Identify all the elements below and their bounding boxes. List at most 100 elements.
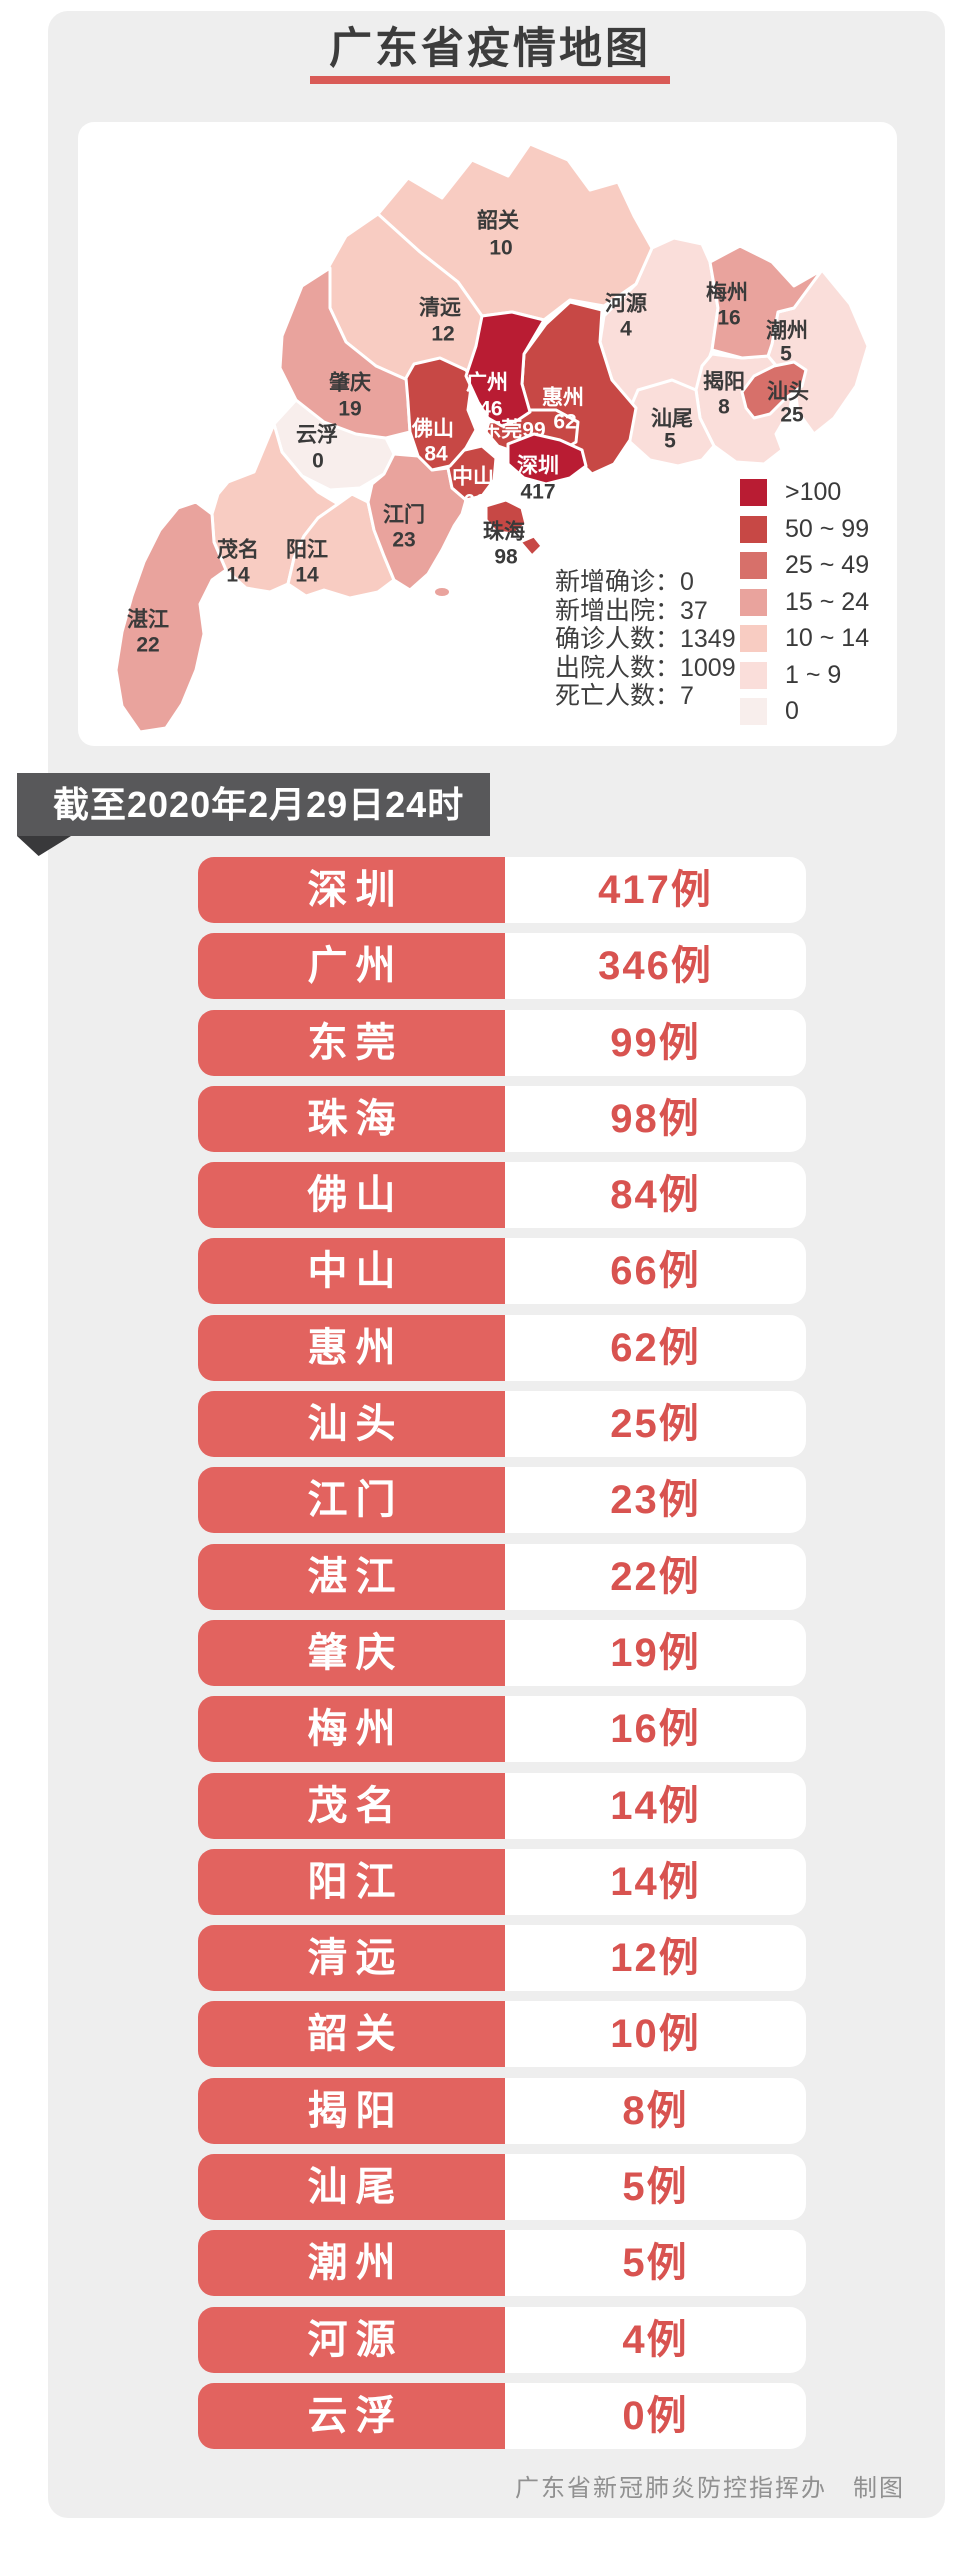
- case-count-cell: 16例: [505, 1696, 806, 1763]
- case-count-cell: 98例: [505, 1085, 806, 1152]
- city-cell: 江门: [198, 1467, 505, 1534]
- city-cell: 清远: [198, 1925, 505, 1992]
- city-cell: 河源: [198, 2306, 505, 2373]
- stat-line: 确诊人数：1349: [555, 625, 736, 654]
- region-label-chaozhou: 潮州: [766, 320, 808, 343]
- summary-stats: 新增确诊：0 新增出院：37 确诊人数：1349 出院人数：1009 死亡人数：7: [555, 568, 736, 711]
- city-cell: 湛江: [198, 1543, 505, 1610]
- legend-item: 50 ~ 99: [740, 514, 870, 543]
- region-label-zhongshan: 中山: [452, 466, 494, 489]
- city-cell: 揭阳: [198, 2077, 505, 2144]
- region-value-huizhou: 62: [553, 411, 576, 434]
- case-count-cell: 25例: [505, 1391, 806, 1458]
- region-label-foshan: 佛山: [411, 417, 454, 441]
- region-value-guangzhou: 346: [467, 398, 502, 421]
- table-row: 江门 23例: [198, 1467, 806, 1534]
- legend-item: >100: [740, 478, 869, 506]
- case-count-cell: 346例: [505, 933, 806, 1000]
- region-label-zhanjiang: 湛江: [127, 609, 169, 632]
- region-label-qingyuan: 清远: [419, 296, 461, 320]
- legend-swatch-icon: [740, 552, 767, 579]
- table-row: 深圳 417例: [198, 857, 806, 923]
- case-count-cell: 22例: [505, 1543, 806, 1610]
- legend-item: 10 ~ 14: [740, 624, 870, 652]
- region-shenzhen: [506, 432, 588, 486]
- region-value-meizhou: 16: [717, 307, 740, 330]
- region-zhanjiang: [114, 500, 228, 734]
- region-label-jiangmen: 江门: [383, 503, 425, 527]
- case-count-cell: 19例: [505, 1619, 806, 1686]
- table-row: 清远 12例: [198, 1925, 806, 1992]
- asof-date-banner: 截至2020年2月29日24时: [17, 773, 491, 836]
- region-zhuhai: [484, 498, 528, 536]
- legend-swatch-icon: [740, 698, 767, 725]
- region-value-shantou: 25: [780, 404, 804, 427]
- region-label-shanwei: 汕尾: [651, 408, 693, 431]
- legend-item: 0: [740, 697, 869, 725]
- city-case-table: 深圳 417例 广州 346例 东莞 99例 珠海 98例 佛山 84例 中山 66例 惠州 62例 汕头 2…: [198, 857, 806, 2459]
- region-label-huizhou: 惠州: [542, 387, 584, 410]
- case-count-cell: 0例: [505, 2382, 806, 2449]
- region-guangzhou: [464, 310, 546, 428]
- legend-label: 50 ~ 99: [785, 514, 870, 543]
- region-label-shaoguan: 韶关: [477, 209, 519, 233]
- page-title: 广东省疫情地图: [329, 25, 651, 73]
- legend-item: 25 ~ 49: [740, 551, 870, 579]
- table-row: 汕头 25例: [198, 1391, 806, 1458]
- city-cell: 佛山: [198, 1162, 505, 1229]
- region-value-foshan: 84: [424, 443, 448, 466]
- case-count-cell: 5例: [505, 2230, 806, 2297]
- islet: [435, 588, 449, 596]
- legend-swatch-icon: [740, 625, 767, 652]
- region-value-zhanjiang: 22: [136, 634, 159, 657]
- map-legend: >100 50 ~ 99 25 ~ 49 15 ~ 24 10 ~ 14 1 ~ 9 0: [740, 478, 870, 735]
- city-cell: 深圳: [198, 857, 505, 923]
- legend-label: 25 ~ 49: [785, 551, 870, 579]
- legend-item: 1 ~ 9: [740, 661, 869, 689]
- table-row: 阳江 14例: [198, 1848, 806, 1915]
- header: 广东省疫情地图: [0, 14, 980, 76]
- region-label-jieyang: 揭阳: [703, 370, 745, 394]
- city-cell: 惠州: [198, 1314, 505, 1381]
- legend-label: 10 ~ 14: [785, 624, 870, 652]
- case-count-cell: 417例: [505, 857, 806, 923]
- legend-item: 15 ~ 24: [740, 588, 869, 616]
- city-cell: 茂名: [198, 1772, 505, 1839]
- region-zhuhai: [518, 534, 544, 558]
- region-zhongshan: [446, 444, 498, 502]
- footer-credit: 广东省新冠肺炎防控指挥办 制图: [515, 2475, 905, 2502]
- stat-line: 出院人数：1009: [555, 653, 736, 682]
- table-row: 潮州 5例: [198, 2230, 806, 2297]
- city-cell: 潮州: [198, 2230, 505, 2297]
- table-row: 珠海 98例: [198, 1085, 806, 1152]
- legend-swatch-icon: [740, 479, 767, 506]
- table-row: 惠州 62例: [198, 1314, 806, 1381]
- city-cell: 肇庆: [198, 1619, 505, 1686]
- region-value-jieyang: 8: [718, 396, 730, 419]
- region-label-yunfu: 云浮: [296, 423, 338, 447]
- city-cell: 广州: [198, 933, 505, 1000]
- legend-label: >100: [785, 478, 842, 506]
- legend-swatch-icon: [740, 588, 767, 616]
- case-count-cell: 14例: [505, 1848, 806, 1915]
- case-count-cell: 4例: [505, 2306, 806, 2373]
- table-row: 广州 346例: [198, 933, 806, 1000]
- region-value-shanwei: 5: [664, 430, 676, 453]
- table-row: 云浮 0例: [198, 2382, 806, 2449]
- region-label-yangjiang: 阳江: [286, 539, 328, 562]
- region-value-yunfu: 0: [312, 450, 324, 473]
- city-cell: 中山: [198, 1238, 505, 1305]
- region-value-shenzhen: 417: [520, 481, 555, 504]
- region-label-maoming: 茂名: [217, 538, 259, 562]
- region-value-heyuan: 4: [620, 318, 632, 341]
- map-card: 云浮 0 河源 4 潮州 5 揭阳 8 汕尾 5 韶关 10 清远 12 茂名 14 阳江 14 肇庆 19 梅州 16 江…: [78, 122, 897, 746]
- case-count-cell: 84例: [505, 1162, 806, 1229]
- table-row: 梅州 16例: [198, 1696, 806, 1763]
- case-count-cell: 23例: [505, 1467, 806, 1534]
- region-label-heyuan: 河源: [605, 293, 647, 316]
- case-count-cell: 10例: [505, 2001, 806, 2068]
- region-value-qingyuan: 12: [431, 323, 454, 346]
- region-label-shenzhen: 深圳: [517, 455, 559, 478]
- region-meizhou: [708, 244, 824, 360]
